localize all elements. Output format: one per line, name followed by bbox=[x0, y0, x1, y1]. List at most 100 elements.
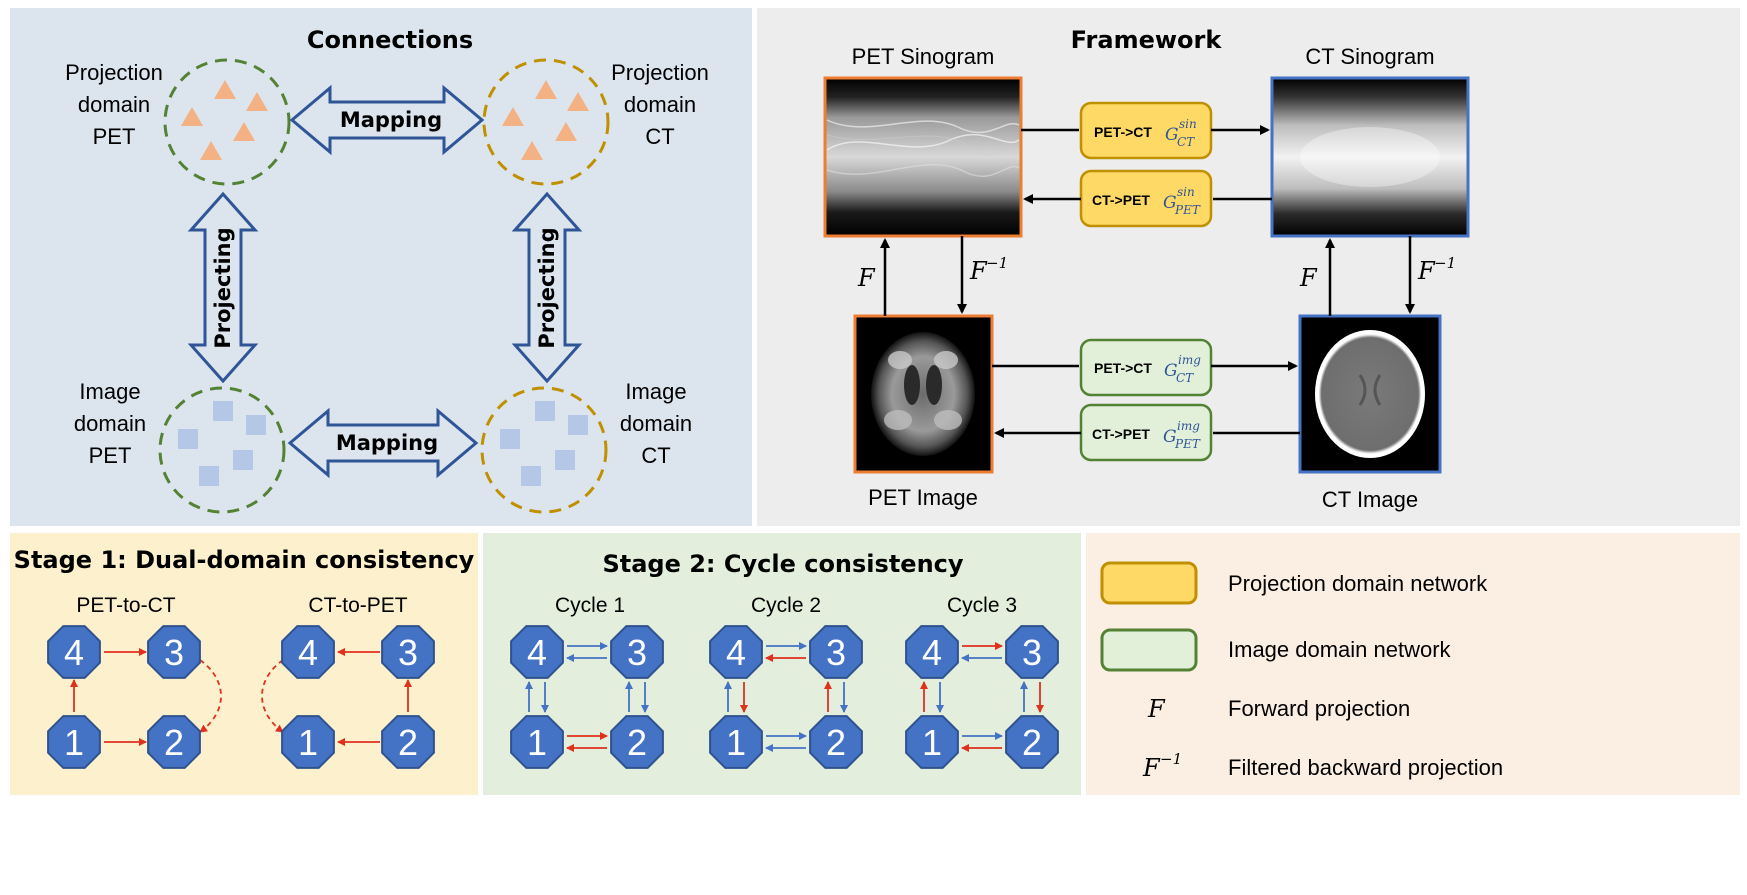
proj-net-ct-pet-label: CT->PET bbox=[1092, 192, 1150, 208]
img-net-ct-pet-label: CT->PET bbox=[1092, 426, 1150, 442]
c2-node-4-label: 4 bbox=[726, 632, 746, 673]
svg-text:domain: domain bbox=[74, 411, 146, 436]
legend-proj-net-swatch bbox=[1100, 561, 1198, 605]
pet-brain-image bbox=[853, 314, 994, 474]
projecting-label-right: Projecting bbox=[535, 227, 559, 348]
c2-node-3-shape bbox=[809, 625, 863, 679]
mapping-label-top: Mapping bbox=[340, 108, 442, 132]
g-sub-3: CT bbox=[1176, 371, 1194, 385]
c3-node-4-label: 4 bbox=[922, 632, 942, 673]
c3-node-2-label: 2 bbox=[1022, 722, 1042, 763]
finv-label-ct: F bbox=[1417, 257, 1436, 285]
img-net-pet-ct-box bbox=[1079, 338, 1213, 397]
svg-text:Projection: Projection bbox=[65, 60, 163, 85]
img-pet-domain-circle bbox=[158, 386, 286, 514]
img-ct-squares bbox=[500, 401, 588, 486]
c3-node-2-shape bbox=[1005, 715, 1059, 769]
ct-sinogram-label: CT Sinogram bbox=[1305, 44, 1434, 69]
c1-node-4-shape bbox=[510, 625, 564, 679]
c2-node-4-shape bbox=[709, 625, 763, 679]
g-sup-1: sin bbox=[1179, 117, 1197, 131]
s1b-node-4-label: 4 bbox=[298, 632, 318, 673]
projecting-arrow-right bbox=[511, 191, 583, 384]
svg-text:Image: Image bbox=[79, 379, 140, 404]
c1-node-3-shape bbox=[610, 625, 664, 679]
mapping-arrow-top bbox=[289, 84, 485, 156]
stage1-nodes: 4 3 1 2 4 3 1 2 bbox=[47, 625, 435, 769]
framework-title: Framework bbox=[1071, 26, 1223, 54]
finv-sup-pet: −1 bbox=[986, 254, 1008, 272]
c2-node-1-shape bbox=[709, 715, 763, 769]
svg-text:Image: Image bbox=[625, 379, 686, 404]
stage1-title: Stage 1: Dual-domain consistency bbox=[14, 546, 475, 574]
c1-node-1-shape bbox=[510, 715, 564, 769]
proj-pet-domain-circle bbox=[163, 58, 291, 186]
s1b-node-1-label: 1 bbox=[298, 722, 318, 763]
svg-text:PET: PET bbox=[89, 443, 132, 468]
s1b-node-2-label: 2 bbox=[398, 722, 418, 763]
s1a-node-1-label: 1 bbox=[64, 722, 84, 763]
ct-sinogram-image bbox=[1270, 76, 1470, 238]
ct-image-label: CT Image bbox=[1322, 487, 1418, 512]
legend-filtered-backprojection: Filtered backward projection bbox=[1228, 755, 1503, 780]
pet-image-label: PET Image bbox=[868, 485, 978, 510]
s1b-node-4-shape bbox=[281, 625, 335, 679]
proj-net-pet-ct-label: PET->CT bbox=[1094, 124, 1152, 140]
finv-sup-ct: −1 bbox=[1434, 254, 1456, 272]
svg-text:PET: PET bbox=[93, 124, 136, 149]
legend-forward-projection: Forward projection bbox=[1228, 696, 1410, 721]
img-net-pet-ct-label: PET->CT bbox=[1094, 360, 1152, 376]
proj-pet-label: Projection domain PET bbox=[65, 60, 163, 149]
c2-node-2-label: 2 bbox=[826, 722, 846, 763]
proj-ct-label: Projection domain CT bbox=[611, 60, 709, 149]
g-sup-4: img bbox=[1177, 419, 1200, 433]
c2-node-3-label: 3 bbox=[826, 632, 846, 673]
connections-title: Connections bbox=[307, 26, 473, 54]
legend-proj-net-label: Projection domain network bbox=[1228, 571, 1488, 596]
c3-node-3-shape bbox=[1005, 625, 1059, 679]
c3-node-1-shape bbox=[905, 715, 959, 769]
stage1-pet-to-ct-label: PET-to-CT bbox=[76, 594, 175, 617]
g-sym-1: G bbox=[1165, 125, 1179, 145]
stage2-edges bbox=[525, 642, 1044, 752]
mapping-label-bottom: Mapping bbox=[336, 431, 438, 455]
g-sym-4: G bbox=[1163, 427, 1177, 447]
svg-text:domain: domain bbox=[624, 92, 696, 117]
legend-img-net-swatch bbox=[1100, 628, 1198, 672]
s1b-node-3-shape bbox=[381, 625, 435, 679]
s1b-node-3-label: 3 bbox=[398, 632, 418, 673]
c1-node-2-label: 2 bbox=[627, 722, 647, 763]
s1a-node-2-shape bbox=[147, 715, 201, 769]
svg-text:domain: domain bbox=[620, 411, 692, 436]
s1a-node-4-label: 4 bbox=[64, 632, 84, 673]
legend-f-symbol: F bbox=[1147, 695, 1166, 723]
f-label-pet: F bbox=[857, 264, 876, 292]
s1a-node-2-label: 2 bbox=[164, 722, 184, 763]
s1b-node-2-shape bbox=[381, 715, 435, 769]
svg-text:domain: domain bbox=[78, 92, 150, 117]
c1-node-1-label: 1 bbox=[527, 722, 547, 763]
f-label-ct: F bbox=[1299, 264, 1318, 292]
g-sup-2: sin bbox=[1177, 185, 1195, 199]
proj-ct-triangles bbox=[502, 80, 589, 160]
legend-finv-symbol: F bbox=[1142, 754, 1161, 782]
c1-node-3-label: 3 bbox=[627, 632, 647, 673]
g-sub-4: PET bbox=[1174, 437, 1201, 451]
mapping-arrow-bottom bbox=[287, 407, 479, 479]
stage2-title: Stage 2: Cycle consistency bbox=[602, 550, 963, 578]
s1a-node-4-shape bbox=[47, 625, 101, 679]
proj-pet-triangles bbox=[181, 80, 268, 160]
g-sup-3: img bbox=[1178, 353, 1201, 367]
img-pet-label: Image domain PET bbox=[74, 379, 146, 468]
cycle1-label: Cycle 1 bbox=[555, 594, 625, 617]
c2-node-2-shape bbox=[809, 715, 863, 769]
svg-text:CT: CT bbox=[645, 124, 674, 149]
stage1-edges bbox=[70, 648, 412, 746]
g-sub-2: PET bbox=[1174, 203, 1201, 217]
legend-img-net-label: Image domain network bbox=[1228, 637, 1452, 662]
stage2-panel bbox=[483, 533, 1081, 795]
cycle3-label: Cycle 3 bbox=[947, 594, 1017, 617]
legend-finv-sup: −1 bbox=[1160, 750, 1182, 768]
stage2-nodes: 4 3 1 2 4 3 1 2 4 3 1 2 bbox=[510, 625, 1059, 769]
finv-label-pet: F bbox=[969, 257, 988, 285]
